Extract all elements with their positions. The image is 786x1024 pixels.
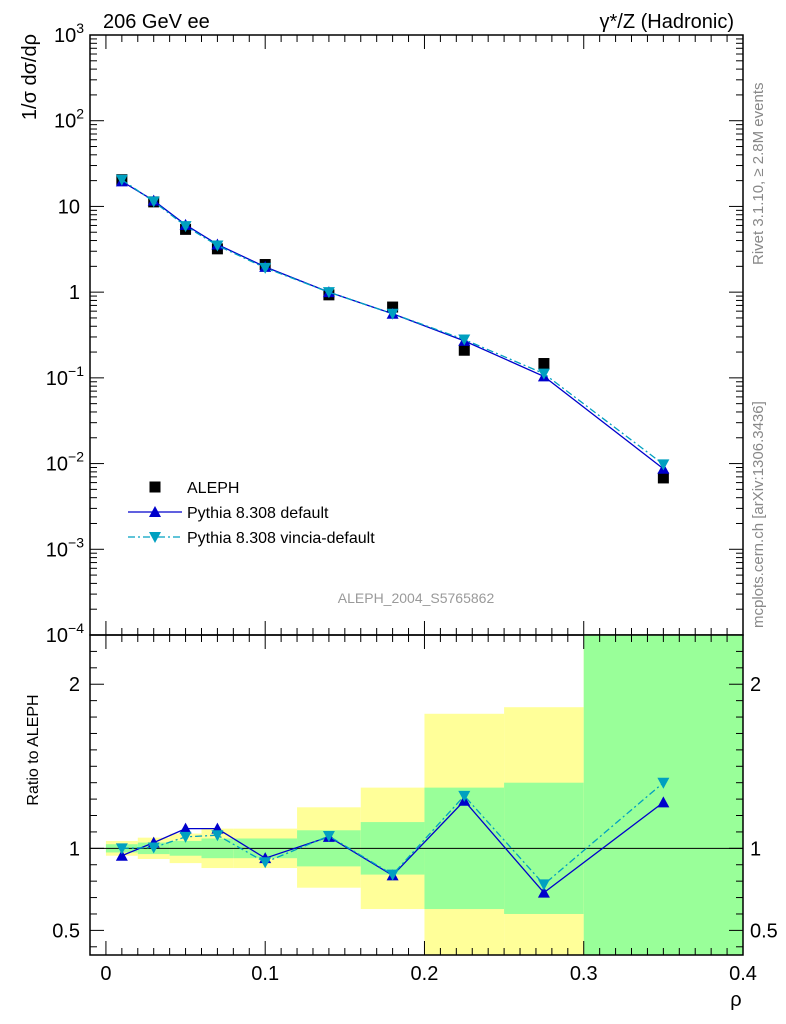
ratio-point (386, 869, 399, 881)
ratio-point (147, 842, 160, 854)
ratio-y-tick-label-right: 0.5 (750, 920, 778, 942)
data-point (657, 459, 670, 471)
main-y-axis-label: 1/σ dσ/dρ (19, 34, 41, 120)
data-point (179, 221, 192, 233)
header-right-label: γ*/Z (Hadronic) (600, 11, 734, 33)
y-tick-label: 10 (58, 196, 80, 218)
y-tick-label: 10−4 (46, 620, 84, 647)
ratio-series-line (121, 799, 664, 894)
header-left-label: 206 GeV ee (103, 11, 210, 33)
green-band (583, 635, 743, 955)
x-tick-label: 0.1 (251, 963, 279, 985)
legend-marker (149, 532, 161, 543)
ratio-y-tick-label: 1 (69, 838, 80, 860)
legend-marker (149, 506, 161, 517)
ratio-point (657, 777, 670, 789)
ratio-y-tick-label-right: 1 (750, 838, 761, 860)
data-point (458, 334, 471, 346)
ratio-point (115, 849, 128, 861)
ratio-y-tick-label-right: 2 (750, 674, 761, 696)
data-point (458, 344, 470, 356)
ratio-point (657, 796, 670, 808)
y-tick-label: 10−2 (46, 449, 84, 476)
legend-entry: Pythia 8.308 default (128, 505, 329, 522)
ratio-point (115, 843, 128, 855)
series-2 (115, 174, 670, 471)
data-point (538, 358, 550, 370)
y-tick-label: 103 (54, 20, 84, 47)
ratio-point (458, 790, 471, 802)
analysis-label: ALEPH_2004_S5765862 (338, 590, 495, 606)
legend-entry: ALEPH (149, 480, 239, 497)
ratio-plot-frame (89, 634, 744, 956)
x-tick-label: 0.4 (729, 963, 757, 985)
legend-label: ALEPH (187, 480, 239, 497)
ratio-point (537, 879, 550, 891)
series-line (121, 179, 664, 465)
ratio-point (179, 822, 192, 834)
ratio-point (537, 886, 550, 898)
series-0 (116, 174, 669, 484)
x-tick-label: 0 (100, 963, 111, 985)
ratio-point (259, 857, 272, 869)
ratio-y-tick-label: 2 (69, 674, 80, 696)
data-point (211, 240, 224, 252)
legend-marker (149, 481, 161, 493)
ratio-point (322, 831, 335, 843)
data-point (537, 368, 550, 380)
x-tick-label: 0.2 (411, 963, 439, 985)
data-point (259, 262, 272, 274)
data-point (386, 308, 399, 320)
legend: ALEPH Pythia 8.308 default Pythia 8.308 vi… (128, 480, 375, 547)
data-point (322, 287, 335, 299)
series-1 (115, 175, 670, 474)
ratio-panel: 0.5 0.51 12 2 0 0.1 0.2 0.3 0.4 Ratio to ALEPH … (25, 634, 778, 1011)
x-axis-label: ρ (730, 989, 741, 1011)
ratio-point (211, 830, 224, 842)
rivet-label: Rivet 3.1.10, ≥ 2.8M events (750, 83, 767, 266)
legend-label: Pythia 8.308 vincia-default (187, 530, 375, 547)
ratio-series-1 (115, 777, 670, 891)
ratio-y-tick-label: 0.5 (52, 920, 80, 942)
data-point (657, 472, 669, 484)
data-point (387, 301, 399, 313)
mcplots-label: mcplots.cern.ch [arXiv:1306.3436] (750, 401, 767, 628)
y-tick-label: 1 (69, 282, 80, 304)
y-tick-label: 10−3 (46, 534, 84, 561)
ratio-y-axis-label: Ratio to ALEPH (25, 694, 42, 805)
y-tick-label: 102 (54, 106, 84, 133)
series-line (121, 180, 664, 470)
legend-label: Pythia 8.308 default (187, 505, 329, 522)
ratio-series-line (121, 782, 664, 886)
legend-entry: Pythia 8.308 vincia-default (128, 530, 375, 547)
data-point (115, 174, 128, 186)
data-point (147, 196, 160, 208)
x-tick-label: 0.3 (570, 963, 598, 985)
ratio-point (179, 831, 192, 843)
y-tick-label: 10−1 (46, 363, 84, 390)
